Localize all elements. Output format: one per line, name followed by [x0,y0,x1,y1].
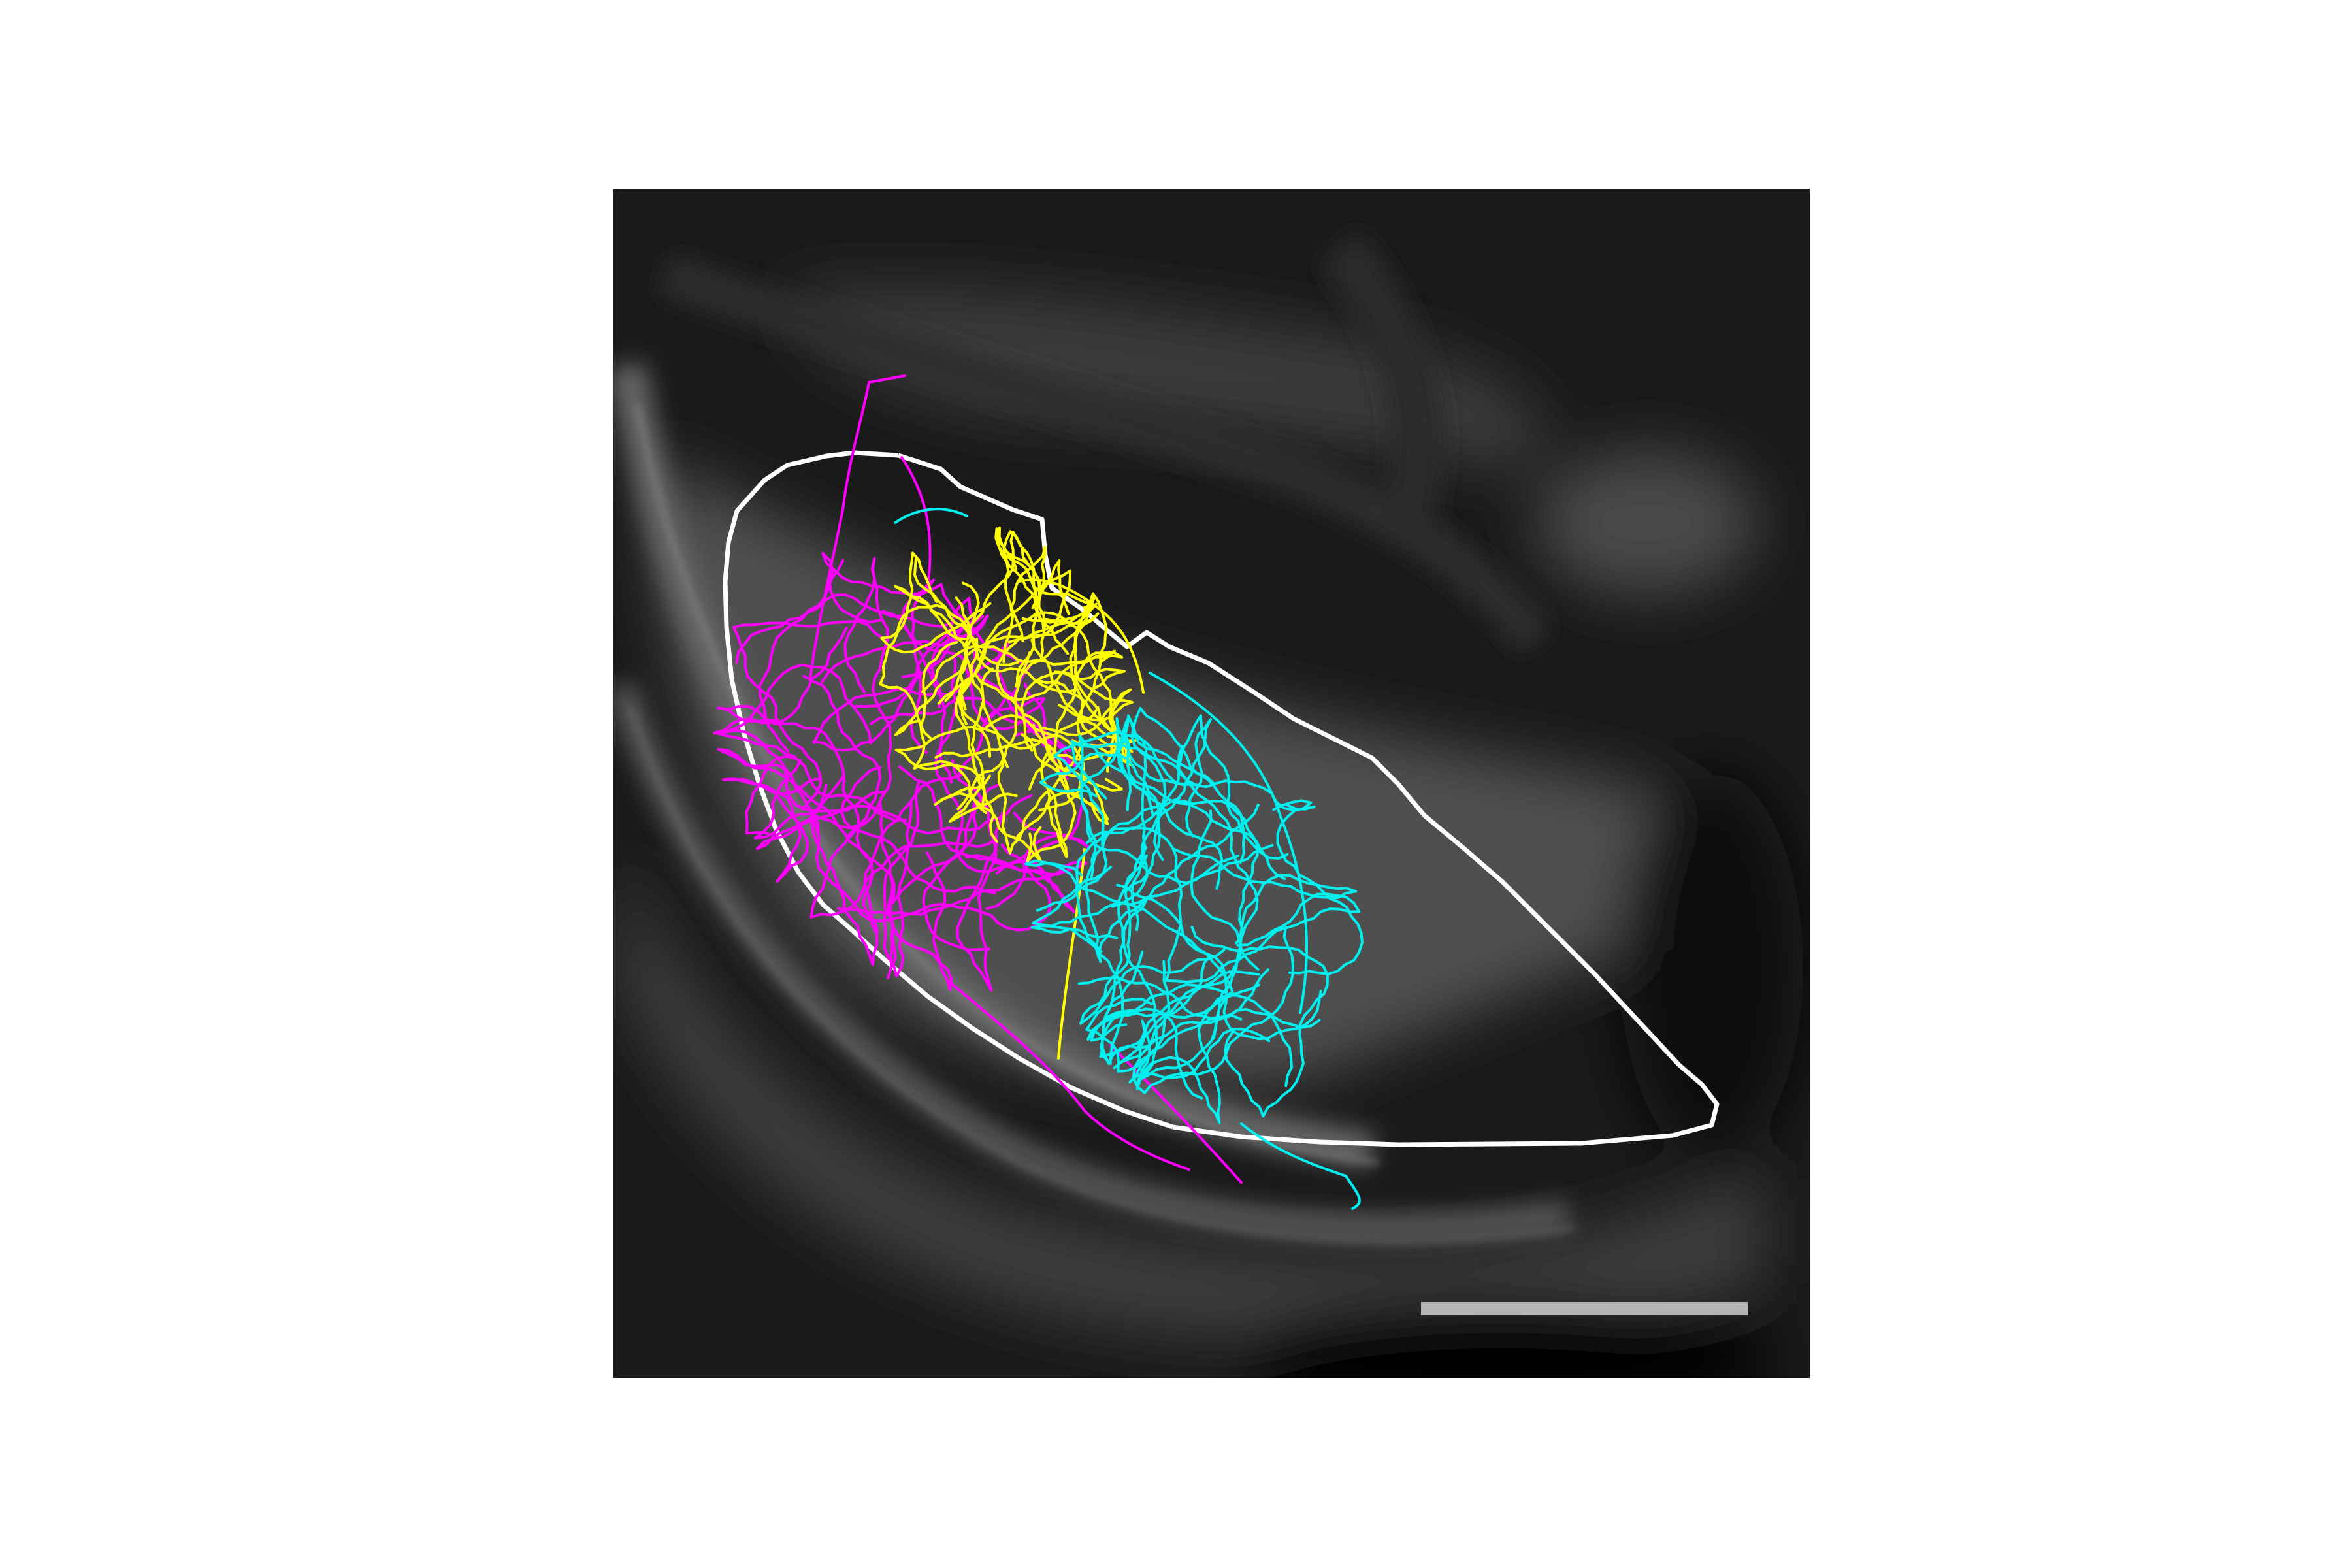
region-outline-right [897,453,1720,1147]
magenta-neurite [810,774,962,966]
tissue-fold-4 [1319,231,1444,531]
scale-bar [1421,1302,1748,1315]
cyan-neurite [1117,715,1286,881]
magenta-neurite [717,705,846,782]
magenta-neurite [717,747,879,933]
cyan-neurite [1079,854,1226,1025]
magenta-neurite [922,783,1000,951]
cyan-branch [894,508,968,524]
cyan-neurite [1036,730,1184,912]
cyan-neurite [1078,734,1224,890]
yellow-neurite [994,527,1094,609]
magenta-neurite [809,826,998,919]
cyan-neurite [1132,926,1294,1094]
cyan-neurite [1100,899,1321,1065]
cyan-neurite [1172,799,1259,1042]
trace-magenta [713,374,1243,1184]
yellow-neurite [1036,679,1135,768]
cyan-neurite [1086,983,1226,1100]
tissue-edge-2 [629,705,1575,1243]
cyan-neurite [1070,740,1259,945]
tissue-band-lower [621,849,1764,1341]
yellow-neurite [997,526,1043,688]
cyan-branch [1240,1122,1361,1210]
tissue-shadow-right [1620,771,1803,1163]
magenta-neurite [898,765,1075,913]
cyan-branch [1149,672,1308,1014]
magenta-neurite [958,663,1046,775]
cyan-neurite [1190,926,1329,1118]
cyan-neurite [1116,883,1322,1041]
tissue-blob-right [1535,451,1757,595]
yellow-neurite [880,551,992,654]
magenta-neurite [840,766,996,894]
magenta-neurite [756,776,1032,851]
cyan-neurite [1171,847,1358,971]
magenta-neurite [735,593,954,664]
yellow-neurite [1002,546,1047,663]
magenta-neurite [843,557,892,838]
yellow-neurite [955,596,1009,768]
magenta-neurite [713,627,885,813]
cyan-neurite [1111,714,1246,908]
tissue-image [613,189,1810,1378]
magenta-neurite [808,806,1052,932]
yellow-neurite [894,726,992,811]
magenta-neurite [854,615,985,708]
tissue-fold-2 [613,681,1570,1241]
magenta-neurite [732,619,891,811]
yellow-neurite [1033,569,1072,655]
cyan-neurite [1085,796,1181,960]
cyan-neurite [1135,983,1260,1124]
magenta-neurite [714,663,872,759]
cyan-neurite [1075,707,1215,953]
magenta-neurite [841,778,920,979]
cyan-neurite [1085,826,1183,982]
cyan-neurite [1276,803,1364,975]
cyan-neurite [1113,954,1261,1070]
yellow-neurite [894,581,980,736]
yellow-neurite [921,644,1116,693]
tissue-fold-1 [613,363,1375,1168]
yellow-neurite [913,640,988,815]
trace-cyan [894,508,1364,1210]
yellow-neurite [997,755,1068,855]
cyan-neurite [1098,804,1260,963]
tissue-band-upper [784,288,1544,470]
magenta-branch [809,381,870,681]
yellow-neurite [969,531,1047,662]
magenta-neurite [878,802,953,991]
yellow-neurite [959,559,1070,725]
magenta-branch [946,979,1190,1171]
magenta-branch [900,456,932,589]
yellow-neurite [1021,733,1077,862]
yellow-neurite [934,774,1043,863]
magenta-neurite [821,614,989,708]
magenta-branch [868,374,906,384]
tissue-shadow-lower [1228,1300,1777,1378]
magenta-neurite [753,674,881,840]
yellow-neurite [957,681,1100,750]
cyan-neurite [1130,718,1213,931]
tissue-fold-3 [659,255,1551,653]
yellow-neurite [956,651,1031,811]
yellow-branch [1018,578,1145,694]
